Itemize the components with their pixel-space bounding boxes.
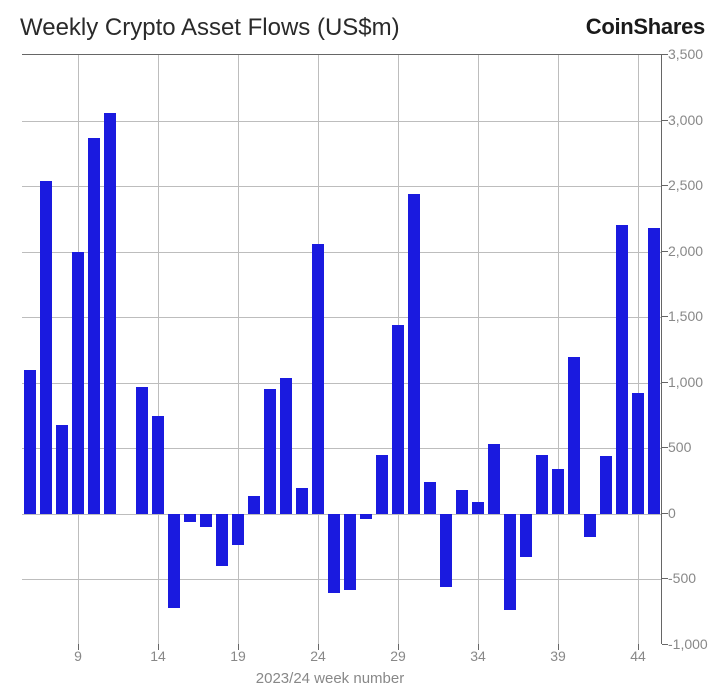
bar: [88, 138, 100, 514]
bar: [264, 389, 276, 514]
bar: [104, 113, 116, 514]
x-tick: [558, 644, 559, 650]
x-axis-label: 19: [230, 648, 246, 664]
x-tick: [238, 644, 239, 650]
x-axis-label: 14: [150, 648, 166, 664]
bar: [312, 244, 324, 514]
y-axis-label: 1,000: [668, 374, 718, 390]
gridline-v: [478, 55, 479, 644]
bar: [24, 370, 36, 514]
x-tick: [478, 644, 479, 650]
bar: [408, 194, 420, 514]
bar: [632, 393, 644, 514]
y-tick: [662, 185, 668, 186]
bar: [584, 514, 596, 538]
y-axis-label: 2,000: [668, 243, 718, 259]
bar: [200, 514, 212, 527]
bar: [216, 514, 228, 566]
y-axis-label: 0: [668, 505, 718, 521]
bar: [520, 514, 532, 557]
y-tick: [662, 251, 668, 252]
y-axis-label: 2,500: [668, 177, 718, 193]
gridline-h: [22, 579, 661, 580]
bar: [328, 514, 340, 593]
y-tick: [662, 447, 668, 448]
bar: [552, 469, 564, 514]
gridline-v: [638, 55, 639, 644]
bar: [424, 482, 436, 513]
plot-inner: [22, 55, 661, 644]
brand-logo: CoinShares: [586, 14, 705, 40]
y-axis-label: 3,000: [668, 112, 718, 128]
y-axis-label: 1,500: [668, 308, 718, 324]
chart-container: Weekly Crypto Asset Flows (US$m) CoinSha…: [0, 0, 727, 697]
chart-title: Weekly Crypto Asset Flows (US$m): [20, 14, 400, 42]
bar: [600, 456, 612, 514]
bar: [152, 416, 164, 514]
bar: [56, 425, 68, 514]
bar: [376, 455, 388, 514]
bar: [168, 514, 180, 608]
bar: [40, 181, 52, 514]
x-axis-label: 34: [470, 648, 486, 664]
bar: [296, 488, 308, 514]
bar: [344, 514, 356, 590]
bar: [456, 490, 468, 514]
gridline-h: [22, 514, 661, 515]
bar: [472, 502, 484, 514]
y-axis-label: 500: [668, 439, 718, 455]
x-tick: [398, 644, 399, 650]
gridline-v: [238, 55, 239, 644]
x-axis-label: 29: [390, 648, 406, 664]
bar: [360, 514, 372, 519]
x-axis-label: 44: [630, 648, 646, 664]
y-tick: [662, 54, 668, 55]
y-axis-label: 3,500: [668, 46, 718, 62]
x-axis-title: 2023/24 week number: [0, 670, 660, 687]
gridline-h: [22, 121, 661, 122]
gridline-h: [22, 186, 661, 187]
y-tick: [662, 578, 668, 579]
x-tick: [638, 644, 639, 650]
bar: [616, 225, 628, 513]
bar: [392, 325, 404, 514]
x-axis-label: 9: [74, 648, 82, 664]
bar: [184, 514, 196, 522]
gridline-h: [22, 252, 661, 253]
bar: [488, 444, 500, 513]
gridline-h: [22, 383, 661, 384]
y-tick: [662, 382, 668, 383]
y-tick: [662, 120, 668, 121]
bar: [248, 496, 260, 514]
gridline-h: [22, 317, 661, 318]
y-tick: [662, 316, 668, 317]
bar: [536, 455, 548, 514]
x-axis-label: 24: [310, 648, 326, 664]
x-axis-label: 39: [550, 648, 566, 664]
gridline-v: [158, 55, 159, 644]
y-axis-label: -500: [668, 570, 718, 586]
y-axis-label: -1,000: [668, 636, 718, 652]
bar: [568, 357, 580, 514]
gridline-v: [558, 55, 559, 644]
gridline-h: [22, 448, 661, 449]
bar: [232, 514, 244, 545]
bar: [280, 378, 292, 514]
x-tick: [158, 644, 159, 650]
plot-area: [22, 54, 662, 644]
bar: [648, 228, 660, 514]
bar: [504, 514, 516, 610]
bar: [136, 387, 148, 514]
bar: [440, 514, 452, 587]
y-tick: [662, 644, 668, 645]
x-tick: [318, 644, 319, 650]
bar: [72, 252, 84, 514]
x-tick: [78, 644, 79, 650]
y-tick: [662, 513, 668, 514]
